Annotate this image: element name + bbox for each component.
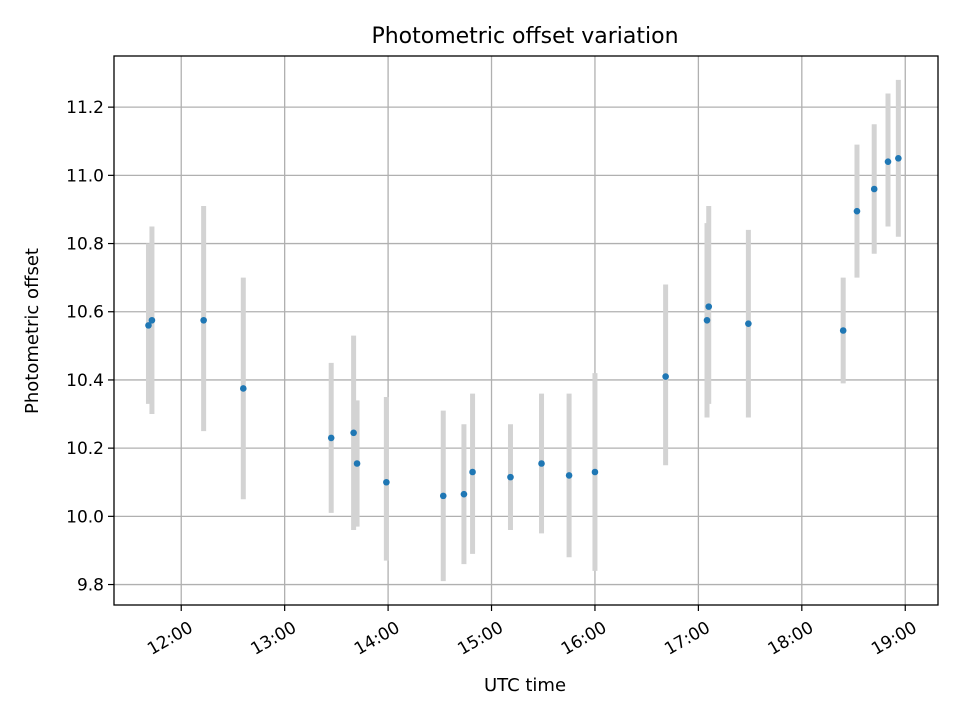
data-point bbox=[350, 429, 357, 437]
data-point bbox=[591, 468, 599, 476]
y-tick-label: 10.2 bbox=[66, 439, 104, 459]
plot-area bbox=[114, 56, 938, 605]
y-axis-ticks: 9.8 10.0 10.2 10.4 10.6 10.8 11.0 11.2 bbox=[66, 98, 114, 596]
data-point bbox=[870, 185, 878, 193]
data-point bbox=[383, 478, 390, 486]
data-point bbox=[853, 207, 861, 215]
data-point bbox=[469, 468, 476, 476]
data-point bbox=[439, 492, 447, 500]
data-point bbox=[703, 316, 711, 324]
grid bbox=[114, 56, 938, 605]
data-point bbox=[148, 316, 156, 324]
y-tick-label: 10.4 bbox=[66, 371, 104, 391]
data-point bbox=[353, 460, 361, 467]
data-point bbox=[460, 490, 468, 498]
y-tick-label: 10.0 bbox=[66, 507, 104, 527]
y-tick-label: 9.8 bbox=[77, 576, 104, 596]
data-point bbox=[239, 385, 247, 392]
data-points bbox=[145, 154, 902, 500]
data-point bbox=[895, 154, 902, 162]
data-point bbox=[884, 158, 892, 166]
data-point bbox=[200, 316, 207, 324]
y-tick-label: 10.8 bbox=[66, 235, 104, 255]
plot-frame bbox=[113, 55, 939, 606]
x-axis-label: UTC time bbox=[484, 675, 566, 696]
data-point bbox=[507, 473, 514, 481]
y-tick-label: 11.0 bbox=[66, 166, 104, 186]
data-point bbox=[327, 434, 335, 442]
data-point bbox=[839, 327, 847, 334]
data-point bbox=[745, 320, 752, 327]
data-point bbox=[145, 322, 152, 329]
data-point bbox=[565, 472, 573, 479]
y-axis-label: Photometric offset bbox=[22, 248, 43, 414]
data-point bbox=[662, 373, 669, 380]
y-tick-label: 11.2 bbox=[66, 98, 104, 118]
chart-title: Photometric offset variation bbox=[371, 24, 678, 49]
data-point bbox=[705, 303, 713, 310]
data-point bbox=[538, 460, 545, 467]
y-tick-label: 10.6 bbox=[66, 303, 104, 323]
